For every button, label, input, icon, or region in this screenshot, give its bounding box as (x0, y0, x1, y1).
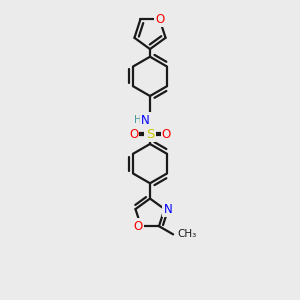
Text: H: H (134, 115, 142, 125)
Text: S: S (146, 128, 154, 141)
Text: O: O (162, 128, 171, 141)
Text: N: N (164, 202, 172, 216)
Text: CH₃: CH₃ (178, 230, 197, 239)
Text: N: N (141, 113, 150, 127)
Text: O: O (129, 128, 138, 141)
Text: O: O (133, 220, 142, 233)
Text: O: O (155, 13, 164, 26)
